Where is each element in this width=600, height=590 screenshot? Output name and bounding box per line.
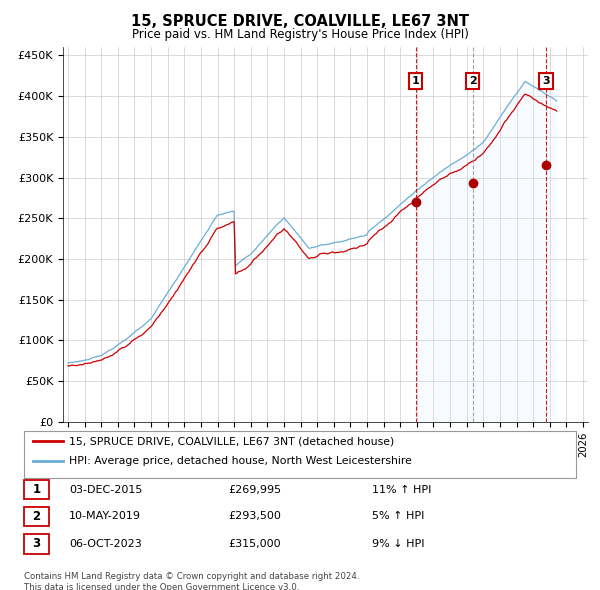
Text: Contains HM Land Registry data © Crown copyright and database right 2024.
This d: Contains HM Land Registry data © Crown c… xyxy=(24,572,359,590)
Text: 1: 1 xyxy=(412,76,419,86)
Text: 10-MAY-2019: 10-MAY-2019 xyxy=(69,512,141,521)
Text: HPI: Average price, detached house, North West Leicestershire: HPI: Average price, detached house, Nort… xyxy=(69,457,412,466)
Text: 11% ↑ HPI: 11% ↑ HPI xyxy=(372,485,431,494)
Text: Price paid vs. HM Land Registry's House Price Index (HPI): Price paid vs. HM Land Registry's House … xyxy=(131,28,469,41)
Text: 03-DEC-2015: 03-DEC-2015 xyxy=(69,485,142,494)
Text: 3: 3 xyxy=(32,537,41,550)
Text: 06-OCT-2023: 06-OCT-2023 xyxy=(69,539,142,549)
Text: 2: 2 xyxy=(469,76,476,86)
Text: 3: 3 xyxy=(542,76,550,86)
Text: £269,995: £269,995 xyxy=(228,485,281,494)
Text: 15, SPRUCE DRIVE, COALVILLE, LE67 3NT (detached house): 15, SPRUCE DRIVE, COALVILLE, LE67 3NT (d… xyxy=(69,437,394,446)
Text: 15, SPRUCE DRIVE, COALVILLE, LE67 3NT: 15, SPRUCE DRIVE, COALVILLE, LE67 3NT xyxy=(131,14,469,29)
Text: 1: 1 xyxy=(32,483,41,496)
Text: £315,000: £315,000 xyxy=(228,539,281,549)
Text: £293,500: £293,500 xyxy=(228,512,281,521)
Text: 9% ↓ HPI: 9% ↓ HPI xyxy=(372,539,425,549)
Text: 5% ↑ HPI: 5% ↑ HPI xyxy=(372,512,424,521)
Text: 2: 2 xyxy=(32,510,41,523)
